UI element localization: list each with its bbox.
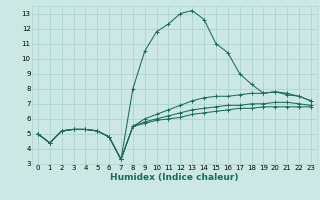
X-axis label: Humidex (Indice chaleur): Humidex (Indice chaleur) (110, 173, 239, 182)
